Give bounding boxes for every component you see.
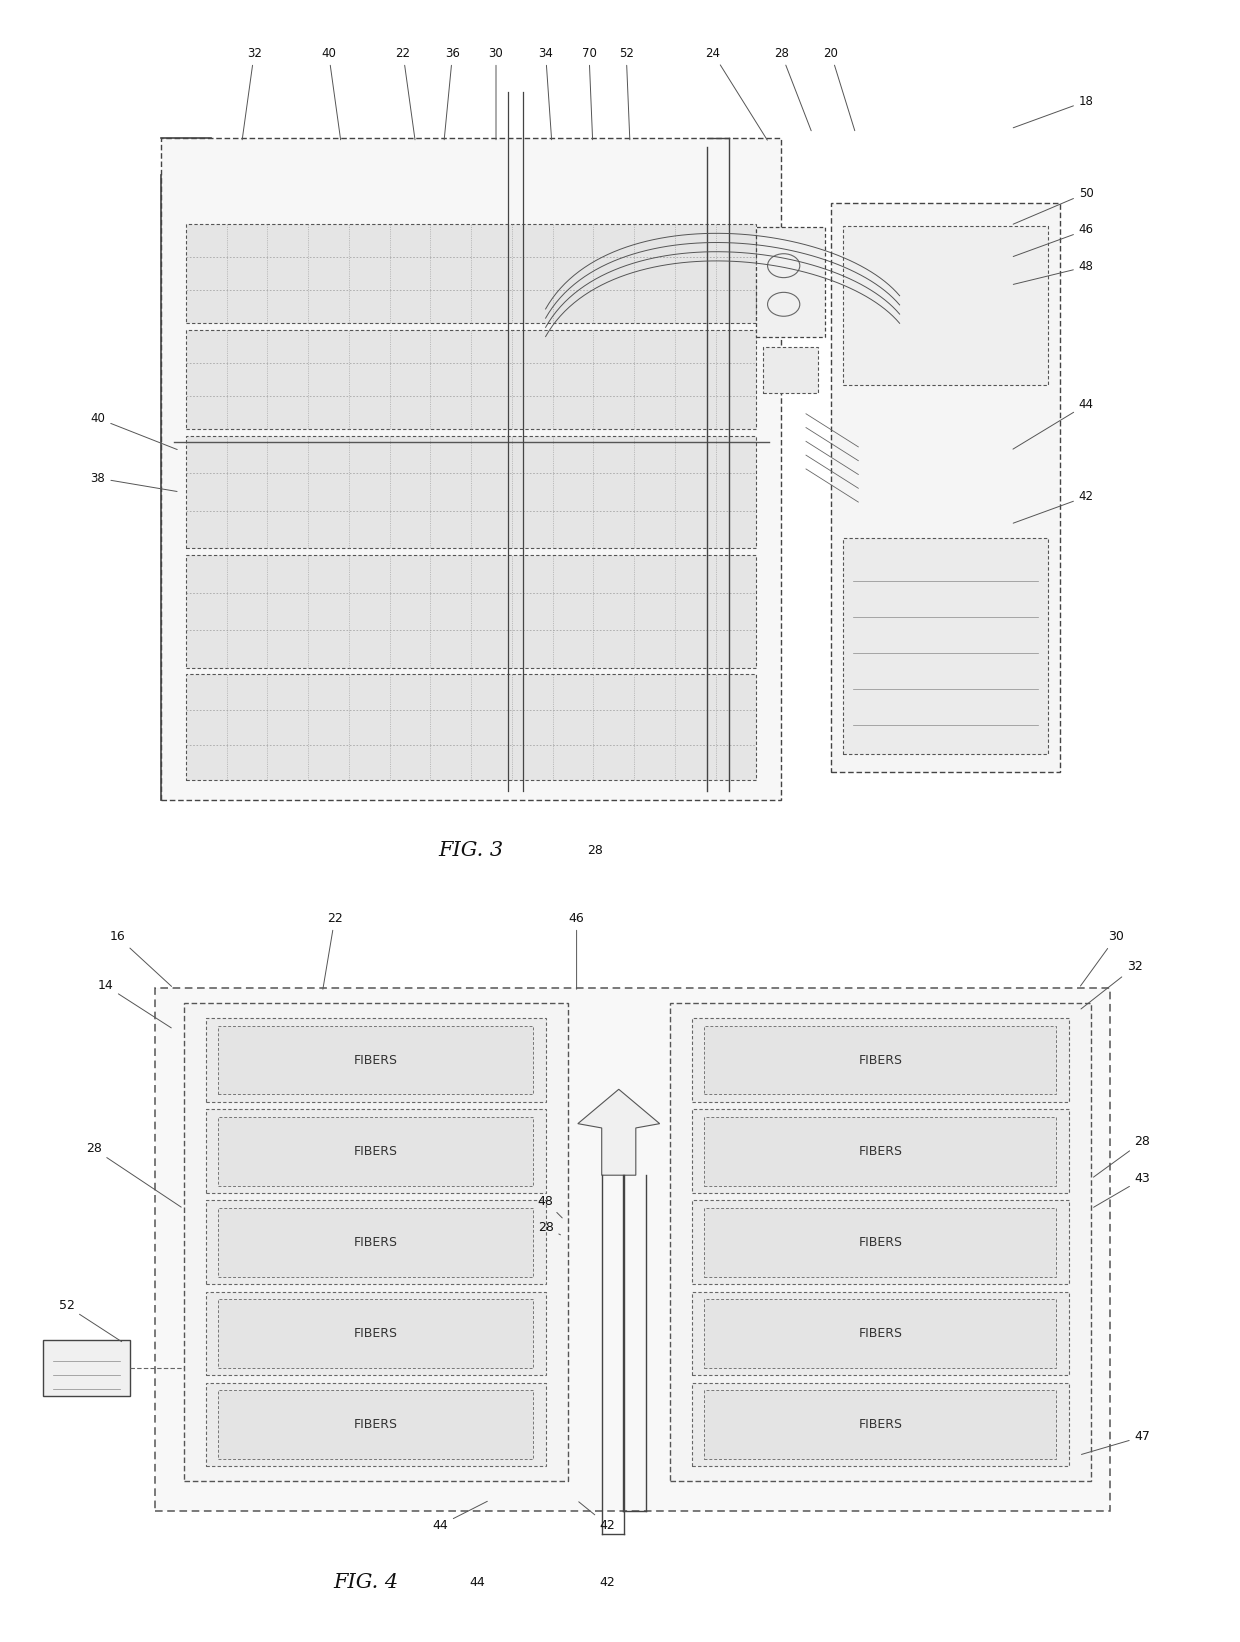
Text: 42: 42: [600, 1576, 615, 1589]
Bar: [161, 138, 781, 800]
Text: 28: 28: [86, 1143, 181, 1207]
Bar: [704, 1391, 1056, 1460]
Text: 28: 28: [538, 1222, 560, 1235]
Text: 46: 46: [569, 911, 584, 988]
Text: 28: 28: [1094, 1135, 1151, 1177]
Text: 30: 30: [489, 46, 503, 140]
Text: FIBERS: FIBERS: [353, 1236, 398, 1250]
Text: FIBERS: FIBERS: [858, 1327, 903, 1340]
Bar: [843, 537, 1048, 754]
Text: 20: 20: [823, 46, 854, 131]
Text: 43: 43: [1094, 1172, 1151, 1207]
Text: 34: 34: [538, 46, 553, 140]
Text: FIBERS: FIBERS: [353, 1419, 398, 1432]
Text: FIG. 4: FIG. 4: [334, 1573, 398, 1591]
Text: FIG. 3: FIG. 3: [439, 841, 503, 860]
Bar: [43, 1340, 130, 1396]
Text: 46: 46: [1013, 223, 1094, 256]
Bar: [218, 1117, 533, 1186]
Bar: [206, 1110, 546, 1194]
Bar: [704, 1117, 1056, 1186]
Bar: [186, 555, 756, 668]
Bar: [692, 1383, 1069, 1466]
Text: FIBERS: FIBERS: [353, 1054, 398, 1067]
Text: 24: 24: [706, 46, 768, 140]
Text: 44: 44: [1013, 397, 1094, 450]
Bar: [843, 227, 1048, 386]
Bar: [206, 1018, 546, 1102]
Text: 42: 42: [1013, 489, 1094, 524]
Bar: [184, 1003, 568, 1481]
Text: 44: 44: [470, 1576, 485, 1589]
Text: 47: 47: [1081, 1430, 1151, 1455]
Polygon shape: [578, 1089, 660, 1176]
Text: 18: 18: [1013, 95, 1094, 128]
Text: 16: 16: [110, 931, 171, 987]
Text: 48: 48: [1013, 259, 1094, 284]
Text: 40: 40: [321, 46, 341, 140]
Text: FIBERS: FIBERS: [353, 1144, 398, 1158]
Bar: [704, 1026, 1056, 1094]
Bar: [206, 1383, 546, 1466]
Bar: [670, 1003, 1091, 1481]
Text: 42: 42: [579, 1502, 615, 1532]
Text: 22: 22: [396, 46, 415, 140]
Bar: [704, 1209, 1056, 1277]
Text: FIBERS: FIBERS: [858, 1144, 903, 1158]
Text: 38: 38: [91, 471, 177, 491]
Text: 52: 52: [619, 46, 634, 140]
Bar: [763, 346, 818, 392]
Bar: [155, 988, 1110, 1511]
Text: 50: 50: [1013, 187, 1094, 225]
Bar: [186, 223, 756, 323]
Text: 40: 40: [91, 412, 177, 450]
Text: 70: 70: [582, 46, 596, 140]
Bar: [831, 204, 1060, 772]
Text: 36: 36: [444, 46, 460, 140]
Text: 32: 32: [242, 46, 262, 140]
Text: 48: 48: [538, 1195, 562, 1218]
Text: 14: 14: [98, 979, 171, 1028]
Bar: [186, 330, 756, 429]
Bar: [186, 435, 756, 548]
Text: 44: 44: [433, 1501, 487, 1532]
Text: 28: 28: [588, 844, 603, 857]
Bar: [692, 1292, 1069, 1376]
Bar: [206, 1200, 546, 1284]
Bar: [218, 1026, 533, 1094]
Text: 22: 22: [322, 911, 342, 988]
Text: 28: 28: [774, 46, 811, 131]
Bar: [206, 1292, 546, 1376]
Text: 30: 30: [1080, 931, 1123, 987]
Text: FIBERS: FIBERS: [858, 1236, 903, 1250]
Bar: [186, 675, 756, 780]
Bar: [218, 1209, 533, 1277]
Bar: [692, 1018, 1069, 1102]
Bar: [704, 1299, 1056, 1368]
Text: 32: 32: [1081, 961, 1142, 1008]
Text: FIBERS: FIBERS: [858, 1419, 903, 1432]
Bar: [218, 1299, 533, 1368]
Text: 52: 52: [58, 1299, 122, 1342]
Bar: [218, 1391, 533, 1460]
Text: FIBERS: FIBERS: [858, 1054, 903, 1067]
Text: FIBERS: FIBERS: [353, 1327, 398, 1340]
Bar: [692, 1110, 1069, 1194]
Bar: [692, 1200, 1069, 1284]
Bar: [756, 227, 825, 337]
